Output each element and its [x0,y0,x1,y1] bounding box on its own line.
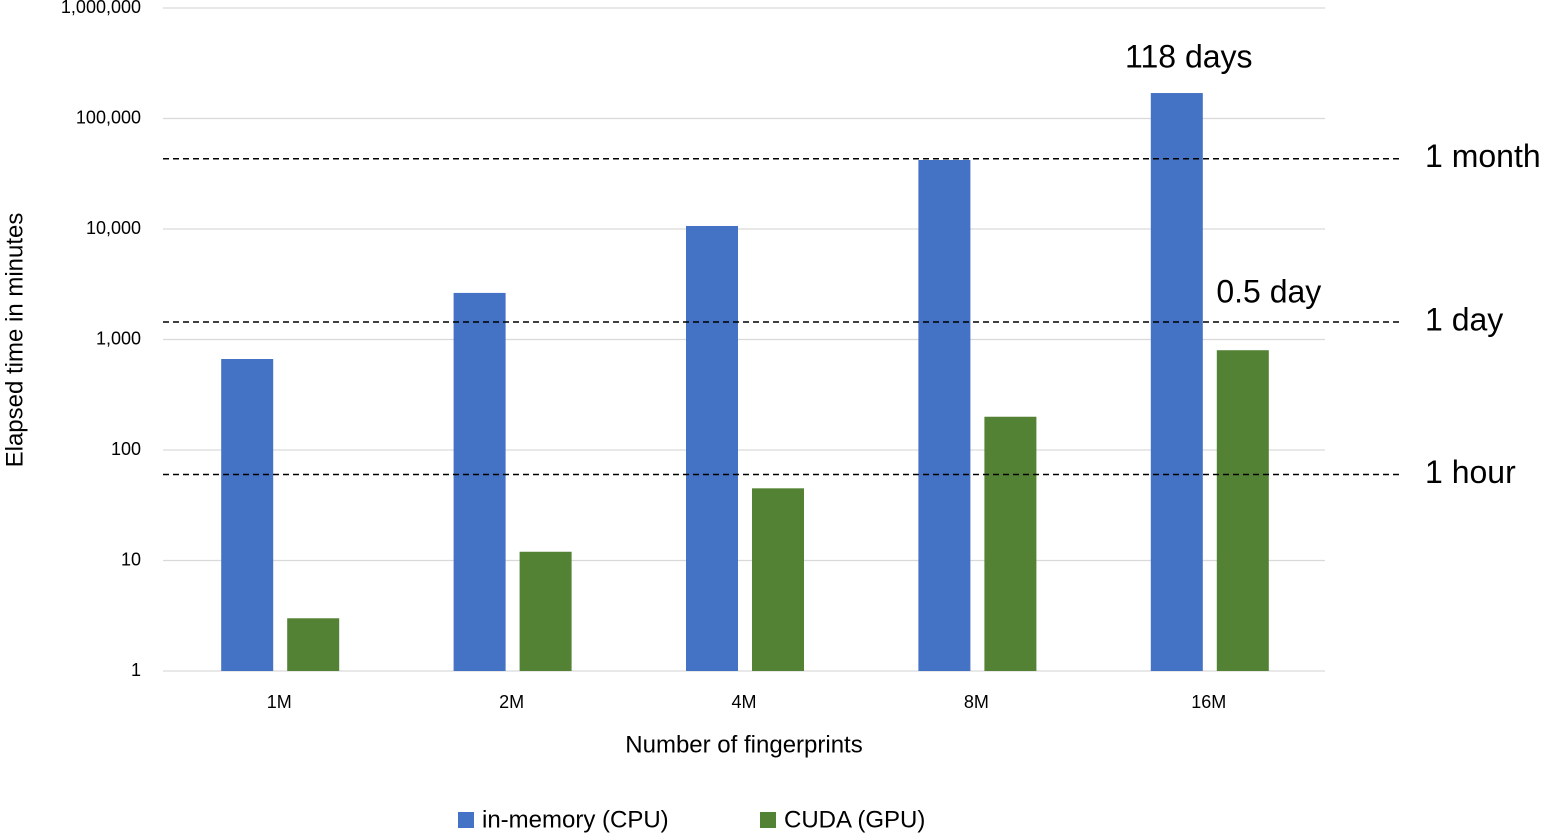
annotation: 118 days [1125,38,1253,74]
x-tick-label: 4M [731,692,756,712]
legend-swatch [458,812,474,828]
annotation: 0.5 day [1216,273,1321,309]
bar [1216,350,1269,671]
x-tick-label: 1M [267,692,292,712]
reference-label: 1 month [1425,138,1541,174]
x-axis-title: Number of fingerprints [625,731,862,758]
bar [918,160,971,671]
bar [287,618,340,671]
bar [752,488,804,671]
y-tick-label: 10 [121,549,141,569]
bar [221,359,274,671]
y-tick-label: 1,000,000 [61,0,141,17]
y-tick-label: 1,000 [96,328,141,348]
y-tick-label: 1 [131,660,141,680]
bar [453,292,506,671]
y-axis-title: Elapsed time in minutes [1,213,28,468]
reference-label: 1 day [1425,301,1503,337]
legend-label: CUDA (GPU) [784,806,925,833]
y-tick-label: 10,000 [86,218,141,238]
legend-swatch [760,812,776,828]
y-tick-label: 100,000 [76,107,141,127]
y-tick-label: 100 [111,439,141,459]
bar [519,551,572,671]
bar [984,416,1037,671]
x-tick-label: 8M [964,692,989,712]
x-tick-label: 16M [1191,692,1226,712]
legend-label: in-memory (CPU) [482,806,669,833]
bar [1150,93,1203,671]
reference-label: 1 hour [1425,454,1516,490]
x-tick-label: 2M [499,692,524,712]
bar [686,225,738,671]
